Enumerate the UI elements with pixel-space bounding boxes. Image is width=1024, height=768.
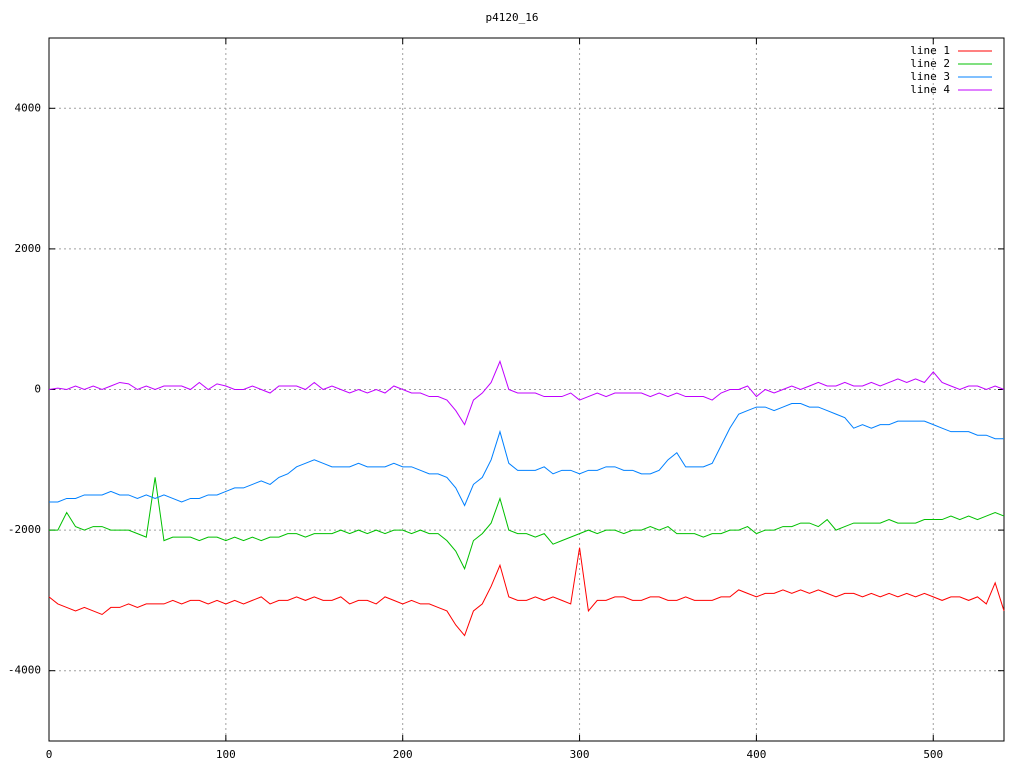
x-tick-label: 200: [393, 748, 413, 761]
series-line: [49, 477, 1005, 571]
legend-label: line 1: [910, 44, 950, 57]
legend-label: line 2: [910, 57, 950, 70]
series-line: [48, 359, 1005, 426]
series-line: [48, 547, 1005, 637]
x-tick-label: 0: [46, 748, 53, 761]
y-tick-label: -4000: [8, 664, 41, 677]
x-tick-label: 100: [216, 748, 236, 761]
legend-label: line 3: [910, 70, 950, 83]
chart-title: p4120_16: [486, 11, 539, 24]
legend-label: line 4: [910, 83, 950, 96]
y-tick-label: 2000: [15, 242, 42, 255]
y-tick-label: 4000: [15, 101, 42, 114]
x-tick-label: 400: [746, 748, 766, 761]
series-line: [49, 403, 1004, 507]
y-tick-label: -2000: [8, 523, 41, 536]
x-tick-label: 500: [923, 748, 943, 761]
y-tick-label: 0: [34, 383, 41, 396]
x-tick-label: 300: [570, 748, 590, 761]
